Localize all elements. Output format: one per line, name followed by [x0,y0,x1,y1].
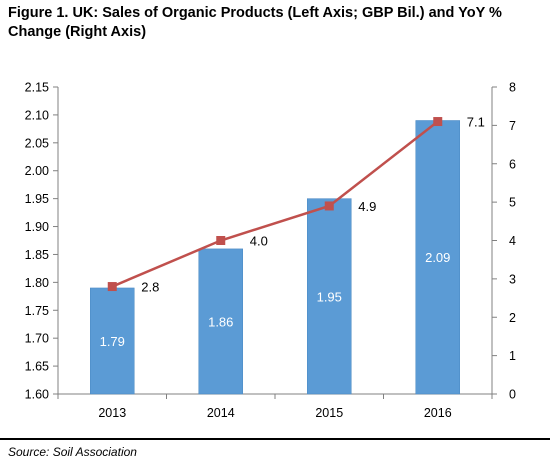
bar-data-label: 1.95 [317,289,342,304]
x-tick-label: 2015 [315,406,343,420]
line-data-label: 7.1 [467,115,485,130]
line-series [111,120,439,288]
chart-title: Figure 1. UK: Sales of Organic Products … [8,5,502,40]
bar-data-label: 1.86 [208,314,233,329]
y2-tick-label: 0 [509,388,516,402]
x-tick-label: 2014 [207,406,235,420]
y2-tick-label: 5 [509,196,516,210]
x-tick-label: 2016 [424,406,452,420]
source-divider [0,438,550,440]
line-marker [433,117,443,127]
line-data-label: 4.9 [358,199,376,214]
y-tick-label: 1.70 [25,332,49,346]
y-tick-label: 2.10 [25,108,49,122]
y-tick-label: 1.60 [25,388,49,402]
line-marker [216,236,226,245]
bar [307,198,352,395]
y2-tick-label: 2 [509,311,516,325]
y-tick-label: 2.15 [25,81,49,95]
y-tick-label: 2.05 [25,136,49,150]
bar-data-label: 1.79 [100,334,125,349]
line-marker [324,201,334,211]
y-tick-label: 1.85 [25,248,49,262]
y2-tick-label: 1 [509,349,516,363]
combo-chart: 1.60 1.65 1.70 1.75 1.80 1.85 1.90 1.95 2.00 2.05… [25,81,516,421]
y2-tick-label: 3 [509,272,516,286]
y-tick-label: 2.00 [25,164,49,178]
y2-tick-label: 8 [509,81,516,95]
y-tick-label: 1.80 [25,276,49,290]
bar [90,287,135,395]
line-marker [107,282,117,292]
y-tick-label: 1.90 [25,220,49,234]
y2-tick-label: 7 [509,119,516,133]
y-tick-label: 1.75 [25,304,49,318]
line-data-label: 4.0 [250,234,268,249]
bar [415,120,460,395]
line-data-label: 2.8 [141,280,159,295]
bar [198,248,243,395]
y2-tick-label: 4 [509,234,516,248]
source-note: Source: Soil Association [8,445,137,459]
y-tick-label: 1.95 [25,192,49,206]
y2-tick-label: 6 [509,157,516,171]
bar-data-label: 2.09 [425,250,450,265]
x-tick-label: 2013 [98,406,126,420]
y-tick-label: 1.65 [25,360,49,374]
